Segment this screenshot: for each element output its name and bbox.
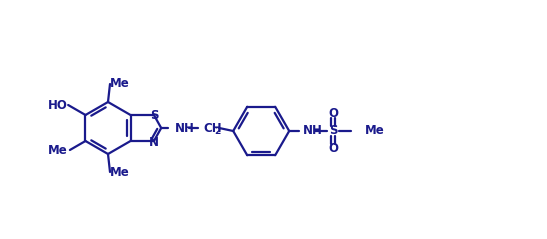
Text: O: O [328,107,338,120]
Text: 2: 2 [214,126,220,136]
Text: S: S [150,109,158,121]
Text: Me: Me [110,76,130,89]
Text: N: N [149,136,159,148]
Text: NH: NH [303,125,323,137]
Text: HO: HO [48,98,68,112]
Text: CH: CH [203,121,222,135]
Text: O: O [328,142,338,156]
Text: S: S [329,125,337,137]
Text: NH: NH [175,121,195,135]
Text: Me: Me [110,167,130,179]
Text: Me: Me [365,125,385,137]
Text: Me: Me [48,143,68,157]
